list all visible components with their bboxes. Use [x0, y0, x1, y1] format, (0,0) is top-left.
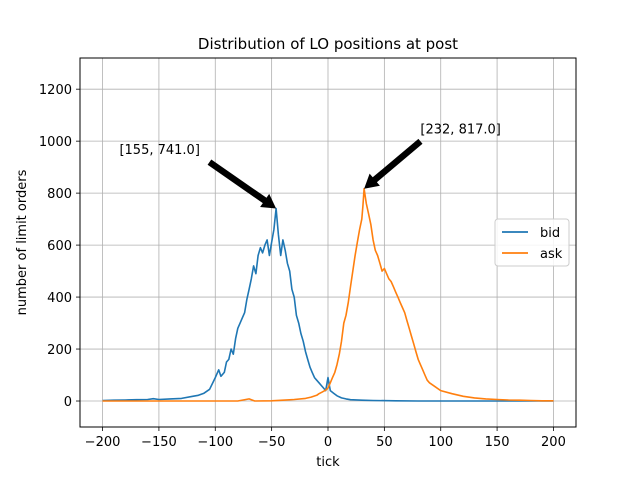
series-group: [102, 187, 554, 402]
series-line-ask: [102, 187, 554, 402]
y-tick-label: 200: [47, 343, 72, 358]
y-tick-label: 800: [47, 187, 72, 202]
x-tick-label: 150: [485, 435, 510, 450]
annotation-arrow: [364, 138, 423, 189]
annotation-label: [155, 741.0]: [119, 143, 199, 158]
legend-label-ask: ask: [540, 247, 563, 262]
x-tick-label: 50: [376, 435, 393, 450]
y-tick-label: 0: [64, 395, 72, 410]
x-tick-label: 200: [541, 435, 566, 450]
y-tick-label: 1000: [39, 135, 72, 150]
legend-box: [494, 218, 570, 267]
y-tick-label: 400: [47, 291, 72, 306]
y-tick-label: 600: [47, 239, 72, 254]
x-tick-label: −200: [85, 435, 121, 450]
x-tick-label: −100: [197, 435, 233, 450]
y-axis-label: number of limit orders: [15, 169, 30, 315]
annotation-arrow: [207, 159, 277, 209]
x-tick-label: −150: [141, 435, 177, 450]
chart-title: Distribution of LO positions at post: [198, 35, 458, 53]
legend-label-bid: bid: [540, 226, 560, 241]
annotations: [155, 741.0] [232, 817.0]: [119, 122, 501, 209]
y-tick-label: 1200: [39, 83, 72, 98]
x-tick-label: −50: [258, 435, 285, 450]
x-tick-label: 100: [428, 435, 453, 450]
annotation-label: [232, 817.0]: [420, 122, 500, 137]
x-axis-label: tick: [316, 455, 340, 470]
ticks: −200 −150 −100 −50 0 50 100 150 200 0 200 400 600 800…: [39, 83, 566, 450]
x-tick-label: 0: [324, 435, 332, 450]
legend: bid ask: [494, 218, 570, 267]
